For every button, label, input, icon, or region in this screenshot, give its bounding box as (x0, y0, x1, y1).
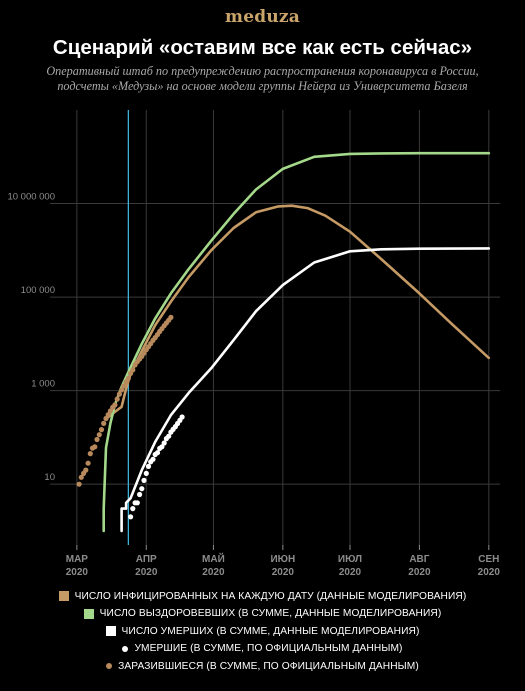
legend-dot-marker (122, 645, 129, 652)
official-infected-point (168, 314, 174, 320)
x-tick-year: 2020 (135, 567, 158, 578)
official-deaths-point (139, 486, 145, 492)
chart-subtitle: Оперативный штаб по предупреждению распр… (0, 64, 525, 94)
official-infected-point (125, 375, 131, 381)
x-tick-year: 2020 (66, 567, 89, 578)
legend-label: ЗАРАЗИВШИЕСЯ (В СУММЕ, ПО ОФИЦИАЛЬНЫМ ДА… (118, 660, 419, 672)
y-tick-label: 1 000 (31, 379, 55, 390)
official-deaths-point (179, 414, 185, 420)
legend-item: ЧИСЛО УМЕРШИХ (В СУММЕ, ДАННЫЕ МОДЕЛИРОВ… (0, 623, 525, 639)
brand-logo: meduza (225, 7, 300, 27)
official-deaths-point (159, 444, 165, 450)
official-infected-point (130, 367, 136, 373)
official-infected-point (112, 402, 118, 408)
official-deaths-point (166, 433, 172, 439)
x-tick-month: МАР (66, 554, 89, 565)
official-deaths-point (143, 470, 149, 476)
x-tick-month: АВГ (409, 554, 429, 565)
official-infected-point (103, 415, 109, 422)
y-tick-label: 10 (44, 472, 55, 483)
legend-dot-marker (106, 663, 113, 669)
official-infected-point (78, 474, 84, 480)
official-infected-point (92, 444, 98, 450)
official-infected-point (119, 387, 125, 393)
legend-label: ЧИСЛО УМЕРШИХ (В СУММЕ, ДАННЫЕ МОДЕЛИРОВ… (121, 625, 420, 637)
x-tick-year: 2020 (478, 567, 501, 578)
official-infected-point (98, 427, 105, 433)
x-tick-month: МАЙ (202, 552, 225, 565)
official-infected-point (114, 396, 120, 402)
official-infected-point (85, 460, 91, 466)
infected-model-line (104, 204, 491, 421)
official-deaths-point (134, 500, 140, 506)
legend-item: ЗАРАЗИВШИЕСЯ (В СУММЕ, ПО ОФИЦИАЛЬНЫМ ДА… (0, 658, 525, 674)
legend-label: ЧИСЛО ВЫЗДОРОВЕВШИХ (В СУММЕ, ДАННЫЕ МОД… (99, 608, 442, 619)
legend-swatch (83, 608, 94, 619)
official-infected-point (87, 451, 93, 457)
legend-item: ЧИСЛО ВЫЗДОРОВЕВШИХ (В СУММЕ, ДАННЫЕ МОД… (0, 606, 525, 622)
subtitle-line-1: Оперативный штаб по предупреждению распр… (46, 64, 479, 78)
official-deaths-point (145, 463, 152, 469)
x-tick-year: 2020 (408, 567, 431, 578)
official-infected-point (116, 391, 122, 397)
recovered-model-line (102, 151, 491, 533)
legend-swatch (105, 626, 116, 636)
official-deaths-point (161, 440, 167, 446)
x-axis-labels: МАР 2020 АПР 2020 МАЙ 2020 ИЮН 2020 ИЮЛ 2020 АВГ 20… (66, 552, 501, 578)
x-tick-year: 2020 (202, 567, 225, 578)
x-tick-month: ИЮЛ (338, 554, 362, 565)
legend-item: ЧИСЛО ИНФИЦИРОВАННЫХ НА КАЖДУЮ ДАТУ (ДАН… (0, 588, 525, 604)
chart-title: Сценарий «оставим все как есть сейчас» (52, 36, 473, 59)
official-infected-point (96, 432, 102, 438)
deaths-model-line (120, 247, 491, 533)
official-infected-point (121, 383, 127, 389)
x-tick-year: 2020 (339, 567, 362, 578)
x-tick-month: СЕН (478, 554, 499, 565)
official-infected-point (101, 420, 107, 426)
y-tick-label: 10 000 000 (7, 192, 55, 203)
y-axis-labels: 10 1 000 100 000 10 000 000 (7, 192, 55, 484)
legend-item: УМЕРШИЕ (В СУММЕ, ПО ОФИЦИАЛЬНЫМ ДАННЫМ) (0, 641, 525, 657)
official-deaths-point (137, 491, 143, 498)
legend-label: УМЕРШИЕ (В СУММЕ, ПО ОФИЦИАЛЬНЫМ ДАННЫМ) (134, 643, 403, 654)
official-infected-point (76, 481, 82, 487)
official-deaths-point (128, 514, 134, 520)
x-tick-month: ИЮН (270, 554, 295, 565)
x-tick-month: АПР (136, 554, 157, 565)
subtitle-line-2: подсчеты «Медузы» на основе модели групп… (57, 79, 468, 93)
official-deaths-point (130, 506, 136, 512)
official-infected-point (83, 467, 89, 473)
official-deaths-point (141, 477, 147, 483)
legend-label: ЧИСЛО ИНФИЦИРОВАННЫХ НА КАЖДУЮ ДАТУ (ДАН… (74, 590, 467, 602)
y-tick-label: 100 000 (21, 285, 55, 296)
official-deaths-point (150, 456, 156, 462)
official-infected-point (94, 436, 100, 443)
series-group (76, 151, 491, 533)
legend-swatch (58, 591, 69, 601)
x-tick-year: 2020 (272, 567, 295, 578)
official-deaths-point (154, 450, 161, 456)
